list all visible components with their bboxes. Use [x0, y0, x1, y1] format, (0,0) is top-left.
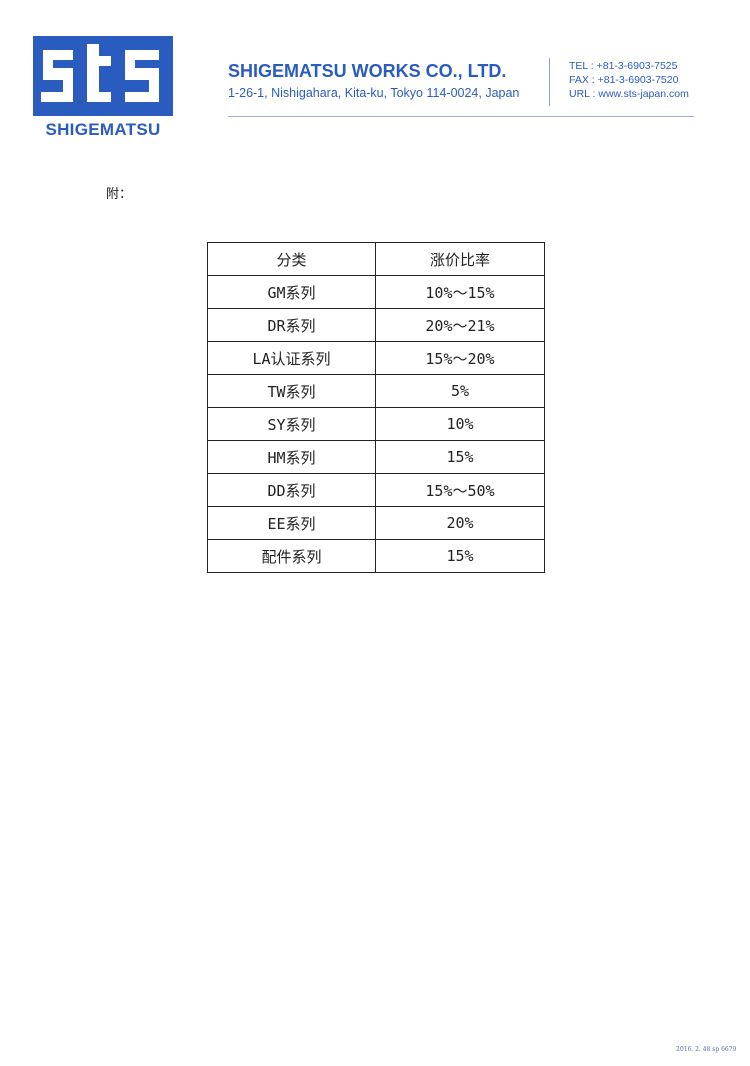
- header-category: 分类: [207, 242, 376, 276]
- category-cell: LA认证系列: [207, 341, 376, 375]
- table-row: EE系列 20%: [207, 506, 545, 540]
- table-row: DD系列 15%～50%: [207, 473, 545, 507]
- table-row: TW系列 5%: [207, 374, 545, 408]
- rate-cell: 5%: [375, 374, 545, 408]
- header-rule: [228, 116, 694, 117]
- rate-cell: 10%: [375, 407, 545, 441]
- table-row: LA认证系列 15%～20%: [207, 341, 545, 375]
- table-row: HM系列 15%: [207, 440, 545, 474]
- company-name: SHIGEMATSU WORKS CO., LTD.: [228, 61, 507, 81]
- url: URL : www.sts-japan.com: [569, 88, 689, 100]
- table-header-row: 分类 涨价比率: [207, 242, 545, 276]
- attachment-label: 附：: [106, 187, 133, 202]
- table-row: SY系列 10%: [207, 407, 545, 441]
- logo-name: SHIGEMATSU: [45, 120, 161, 139]
- rate-cell: 15%: [375, 440, 545, 474]
- category-cell: 配件系列: [207, 539, 376, 573]
- rate-cell: 20%～21%: [375, 308, 545, 342]
- company-address: 1-26-1, Nishigahara, Kita-ku, Tokyo 114-…: [228, 86, 520, 100]
- rate-cell: 15%～20%: [375, 341, 545, 375]
- category-cell: TW系列: [207, 374, 376, 408]
- category-cell: GM系列: [207, 275, 376, 309]
- tel: TEL : +81-3-6903-7525: [569, 60, 678, 72]
- category-cell: DD系列: [207, 473, 376, 507]
- divider: [549, 58, 550, 106]
- footer-stamp: 2016. 2. 48 sp 6679: [676, 1046, 737, 1053]
- fax: FAX : +81-3-6903-7520: [569, 74, 679, 86]
- rate-cell: 10%～15%: [375, 275, 545, 309]
- rate-cell: 20%: [375, 506, 545, 540]
- contact-block: TEL : +81-3-6903-7525 FAX : +81-3-6903-7…: [569, 59, 689, 101]
- table-row: GM系列 10%～15%: [207, 275, 545, 309]
- header-rate: 涨价比率: [375, 242, 545, 276]
- category-cell: EE系列: [207, 506, 376, 540]
- sts-logo: [33, 36, 173, 116]
- category-cell: DR系列: [207, 308, 376, 342]
- category-cell: SY系列: [207, 407, 376, 441]
- price-increase-table: 分类 涨价比率 GM系列 10%～15% DR系列 20%～21% LA认证系列 15%～…: [207, 242, 545, 573]
- rate-cell: 15%: [375, 539, 545, 573]
- category-cell: HM系列: [207, 440, 376, 474]
- rate-cell: 15%～50%: [375, 473, 545, 507]
- table-row: DR系列 20%～21%: [207, 308, 545, 342]
- table-row: 配件系列 15%: [207, 539, 545, 573]
